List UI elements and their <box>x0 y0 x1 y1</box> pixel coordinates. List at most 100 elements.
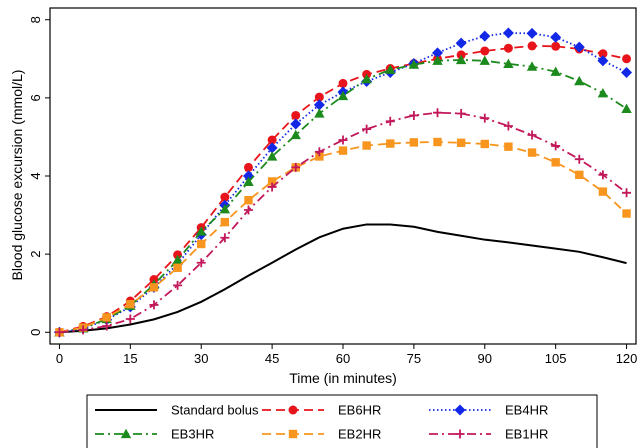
marker-diamond <box>313 99 325 111</box>
y-tick-label: 2 <box>28 251 43 258</box>
marker-plus <box>267 182 277 192</box>
marker-square <box>386 139 395 148</box>
marker-circle <box>220 192 230 202</box>
marker-square <box>409 138 419 147</box>
marker-diamond <box>526 27 538 39</box>
x-axis-title: Time (in minutes) <box>289 370 397 386</box>
y-axis-title: Blood glucose excursion (mmol/L) <box>9 70 25 281</box>
marker-square <box>288 429 298 439</box>
marker-square <box>267 177 277 186</box>
marker-diamond <box>621 66 633 78</box>
legend: Standard bolus EB6HR EB4HR EB3HR EB2HR EB1HR <box>86 394 598 448</box>
series-standard-bolus <box>59 223 627 334</box>
marker-square <box>551 158 560 167</box>
marker-plus <box>598 170 608 180</box>
marker-square <box>598 187 608 196</box>
x-tick-label: 0 <box>56 351 63 366</box>
marker-circle <box>314 92 324 102</box>
marker-diamond <box>550 31 562 43</box>
marker-diamond <box>454 404 466 416</box>
marker-plus <box>291 162 301 172</box>
marker-square <box>362 141 371 150</box>
marker-square <box>315 152 324 161</box>
marker-triangle <box>314 108 325 118</box>
marker-plus <box>314 147 324 157</box>
marker-circle <box>338 78 348 88</box>
marker-square <box>456 138 466 147</box>
marker-square <box>126 299 135 309</box>
marker-plus <box>480 113 490 123</box>
series-layer <box>53 27 633 338</box>
marker-triangle <box>361 73 372 84</box>
legend-label: EB4HR <box>505 403 548 418</box>
legend-label: EB3HR <box>171 427 214 442</box>
x-tick-label: 15 <box>123 351 137 366</box>
marker-triangle <box>574 75 585 86</box>
marker-plus <box>173 280 183 290</box>
marker-square <box>197 239 206 249</box>
marker-plus <box>196 258 206 268</box>
marker-circle <box>267 135 277 145</box>
marker-plus <box>622 188 632 198</box>
marker-square <box>622 209 631 218</box>
series-eb1hr <box>54 108 632 337</box>
marker-triangle <box>408 59 420 69</box>
marker-triangle <box>172 254 183 265</box>
axes: 0 15 30 45 60 75 90 105 120 0 2 4 6 8 <box>28 7 637 366</box>
marker-triangle <box>266 151 278 161</box>
marker-plus <box>362 124 372 134</box>
marker-plus <box>125 314 135 324</box>
marker-plus <box>574 154 584 164</box>
x-tick-label: 105 <box>545 351 567 366</box>
marker-circle <box>291 110 301 120</box>
marker-triangle <box>526 61 538 71</box>
marker-circle <box>480 46 490 56</box>
legend-item: Standard bolus <box>95 403 259 418</box>
marker-plus <box>503 121 513 131</box>
marker-plus <box>433 108 443 118</box>
marker-square <box>433 137 442 147</box>
legend-label: EB1HR <box>505 427 548 442</box>
marker-plus <box>409 110 419 120</box>
marker-square <box>338 146 348 155</box>
marker-triangle <box>337 90 349 101</box>
marker-triangle <box>120 428 132 439</box>
marker-square <box>102 313 111 322</box>
marker-triangle <box>385 64 396 74</box>
marker-square <box>149 283 159 292</box>
marker-triangle <box>196 226 207 236</box>
marker-circle <box>527 41 537 51</box>
marker-plus <box>54 327 64 337</box>
marker-square <box>480 139 489 149</box>
marker-plus <box>220 233 230 243</box>
legend-item: EB1HR <box>429 427 548 442</box>
marker-triangle <box>503 58 514 69</box>
y-tick-label: 4 <box>28 172 43 179</box>
x-tick-label: 75 <box>407 351 421 366</box>
marker-triangle <box>219 204 231 214</box>
marker-diamond <box>479 30 491 42</box>
y-tick-label: 6 <box>28 94 43 101</box>
marker-circle <box>551 41 561 51</box>
marker-square <box>173 263 182 273</box>
y-tick-label: 8 <box>28 16 43 23</box>
marker-plus <box>338 135 348 145</box>
marker-circle <box>288 405 298 415</box>
legend-label: EB2HR <box>338 427 381 442</box>
marker-square <box>220 217 230 227</box>
marker-circle <box>598 49 608 59</box>
marker-triangle <box>479 55 490 65</box>
marker-plus <box>149 300 159 310</box>
marker-plus <box>551 141 561 151</box>
marker-diamond <box>597 55 609 67</box>
marker-plus <box>455 429 465 439</box>
marker-diamond <box>266 142 278 154</box>
x-tick-label: 30 <box>194 351 208 366</box>
x-tick-label: 45 <box>265 351 279 366</box>
marker-diamond <box>432 47 444 59</box>
marker-plus <box>385 116 395 126</box>
marker-triangle <box>455 54 467 65</box>
marker-circle <box>503 43 513 53</box>
series-line <box>59 223 627 334</box>
